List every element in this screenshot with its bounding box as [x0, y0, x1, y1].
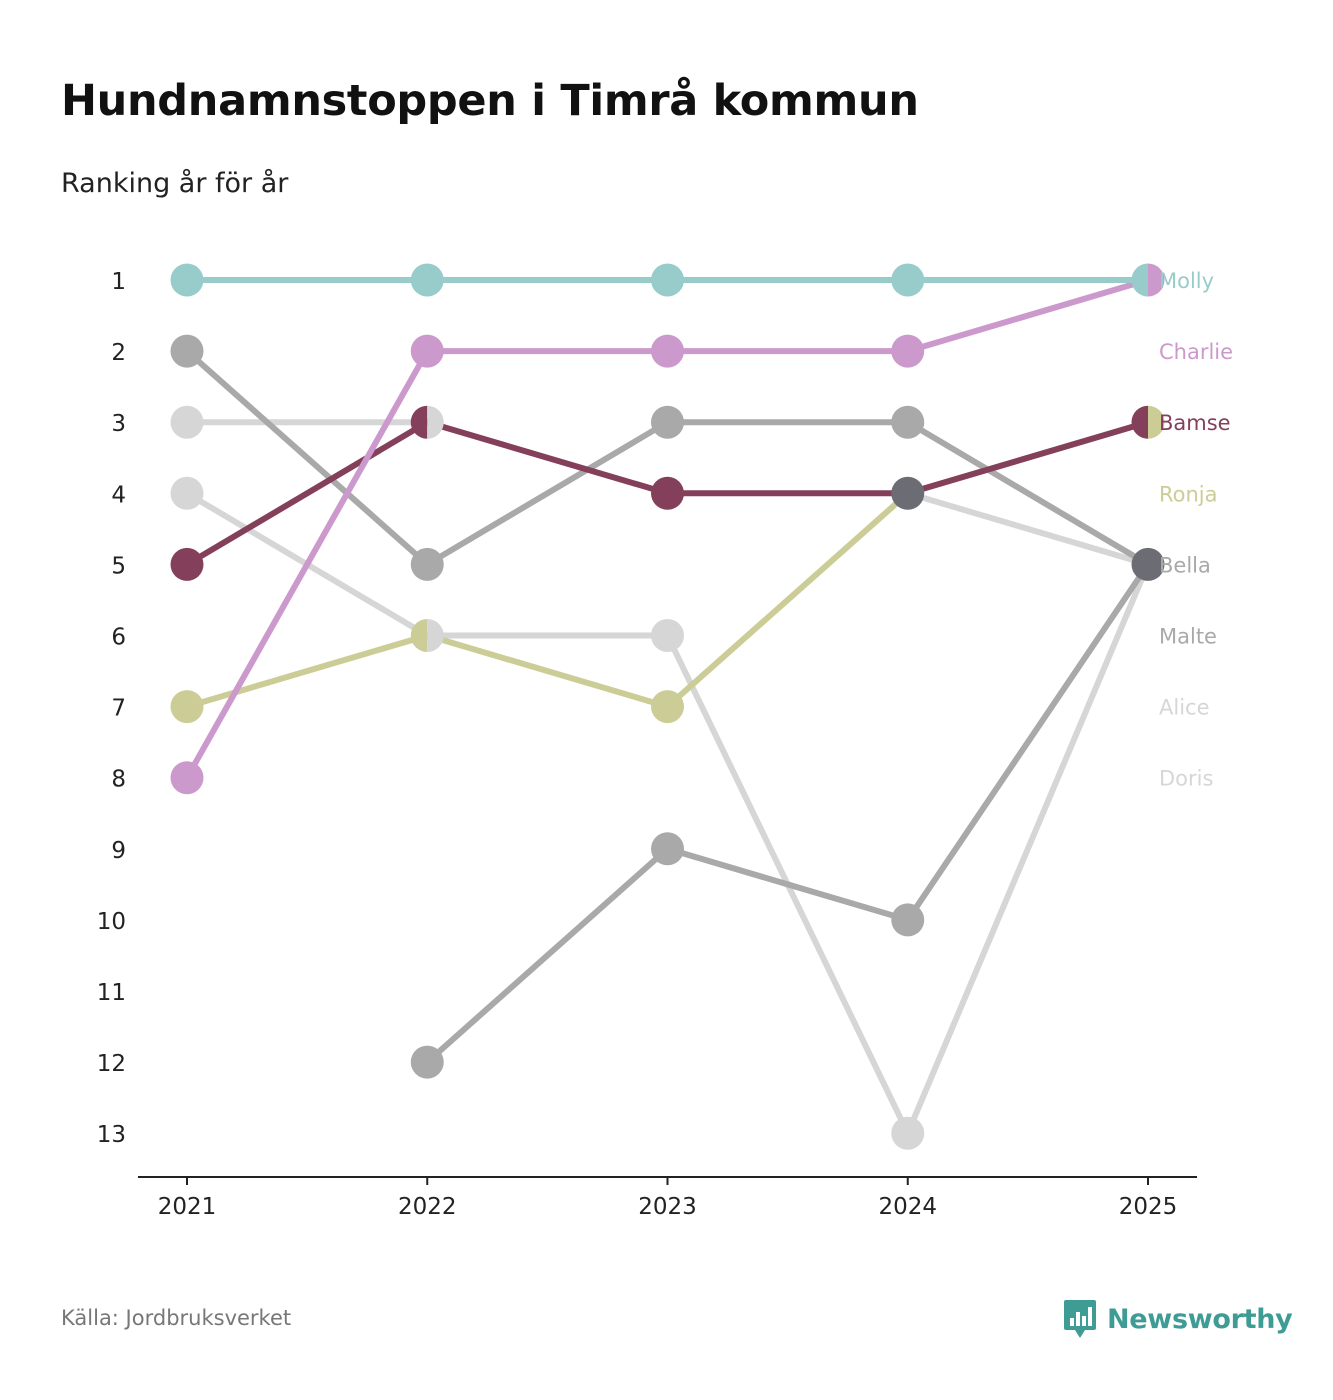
- x-tick-label-2024: 2024: [878, 1194, 937, 1220]
- point-bella-2021: [170, 334, 204, 368]
- y-tick-label-7: 7: [111, 696, 126, 722]
- point-malte-2024: [891, 903, 925, 937]
- end-label-ronja: Ronja: [1159, 482, 1218, 506]
- point-molly-2022: [410, 263, 444, 297]
- chart-subtitle: Ranking år för år: [61, 168, 289, 199]
- point-bella-2023: [651, 405, 684, 439]
- y-tick-label-3: 3: [111, 411, 126, 437]
- point-doris-2021: [170, 476, 204, 510]
- point-ronja-2021: [170, 690, 204, 724]
- end-label-malte: Malte: [1159, 625, 1217, 649]
- y-tick-label-12: 12: [97, 1051, 126, 1077]
- end-label-alice: Alice: [1159, 696, 1210, 720]
- x-tick-label-2022: 2022: [398, 1194, 457, 1220]
- point-bamse-2023: [651, 476, 684, 510]
- y-tick-label-6: 6: [111, 625, 126, 651]
- end-label-bella: Bella: [1159, 553, 1211, 577]
- end-label-layer: Molly Charlie Bamse Ronja Bella Malte Alice Dor…: [1159, 269, 1233, 791]
- brand-logo[interactable]: Newsworthy: [1063, 1298, 1293, 1340]
- point-charlie-2021: [170, 761, 204, 795]
- brand-name: Newsworthy: [1107, 1303, 1293, 1335]
- point-charlie-2025: [1148, 263, 1165, 297]
- point-charlie-2022: [410, 334, 444, 368]
- y-tick-label-11: 11: [97, 980, 126, 1006]
- newsworthy-logo-icon: [1064, 1300, 1096, 1338]
- point-charlie-2024: [891, 334, 925, 368]
- x-tick-label-2025: 2025: [1119, 1194, 1178, 1220]
- y-tick-label-8: 8: [111, 767, 126, 793]
- point-bella-2024: [891, 405, 925, 439]
- point-shared-doris-alice-malte-bella-2025: [1131, 547, 1165, 581]
- point-doris-2023: [651, 619, 684, 652]
- point-alice-2022: [427, 405, 444, 439]
- source-note: Källa: Jordbruksverket: [61, 1306, 292, 1330]
- point-molly-2023: [651, 263, 684, 297]
- y-tick-label-2: 2: [111, 340, 126, 366]
- y-tick-label-13: 13: [97, 1122, 126, 1148]
- chart-title: Hundnamnstoppen i Timrå kommun: [61, 76, 919, 126]
- point-molly-2021: [170, 263, 204, 297]
- point-charlie-2023: [651, 334, 684, 368]
- point-bella-2022: [410, 547, 444, 581]
- end-label-charlie: Charlie: [1159, 340, 1233, 364]
- end-label-bamse: Bamse: [1159, 411, 1231, 435]
- point-malte-2022: [410, 1045, 444, 1079]
- point-ronja-2022: [410, 619, 428, 652]
- y-tick-label-4: 4: [111, 482, 126, 508]
- point-doris-2024: [891, 1116, 925, 1150]
- series-line-doris: [184, 490, 1151, 1137]
- point-molly-2025: [1131, 263, 1148, 297]
- end-label-molly: Molly: [1159, 269, 1214, 293]
- point-molly-2024: [891, 263, 925, 297]
- y-tick-label-5: 5: [111, 553, 126, 579]
- point-alice-2021: [170, 405, 204, 439]
- point-shared-alice-ronja-bamse-2024: [891, 476, 925, 510]
- point-ronja-2023: [651, 690, 684, 724]
- y-tick-label-10: 10: [97, 909, 126, 935]
- point-bamse-2025: [1131, 405, 1148, 439]
- series-line-alice-1: [904, 490, 1151, 568]
- x-tick-label-2023: 2023: [638, 1194, 697, 1220]
- dot-layer: [170, 263, 1165, 1150]
- end-label-doris: Doris: [1159, 767, 1213, 791]
- point-bamse-2021: [170, 547, 204, 581]
- point-ronja-2025: [1148, 405, 1165, 439]
- point-malte-2023: [651, 832, 684, 866]
- point-bamse-2022: [410, 405, 428, 439]
- series-line-bella: [184, 348, 1151, 568]
- y-tick-label-1: 1: [111, 269, 126, 295]
- series-line-malte: [424, 561, 1151, 1066]
- point-doris-2022: [427, 619, 444, 652]
- y-tick-label-9: 9: [111, 838, 126, 864]
- x-tick-label-2021: 2021: [158, 1194, 217, 1220]
